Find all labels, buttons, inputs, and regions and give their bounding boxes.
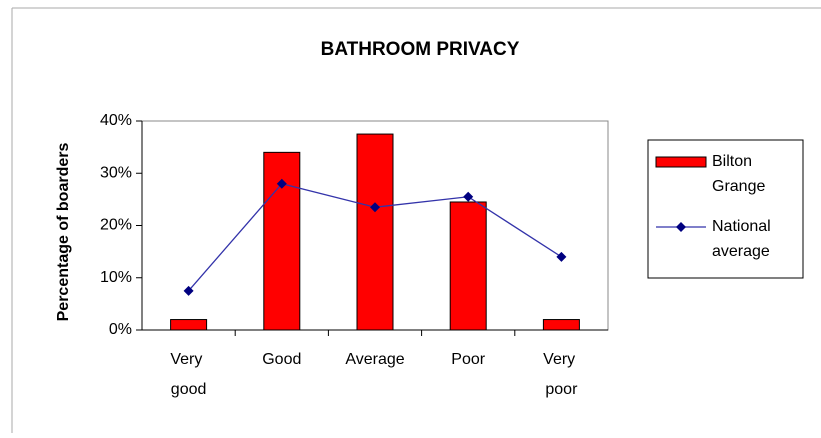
x-tick-label: Very good	[170, 351, 206, 398]
x-tick-label: Very poor	[543, 351, 579, 398]
line-marker	[276, 178, 287, 189]
y-tick-label: 10%	[100, 269, 132, 286]
line-marker	[463, 191, 474, 202]
legend-marker	[676, 222, 686, 232]
bar	[449, 201, 487, 331]
x-tick-label: Good	[262, 351, 301, 368]
legend-label: National average	[712, 218, 775, 260]
chart-title: BATHROOM PRIVACY	[321, 39, 520, 60]
bar	[356, 133, 394, 331]
y-tick-label: 30%	[100, 164, 132, 181]
line-marker	[183, 285, 194, 296]
y-tick-label: 20%	[100, 217, 132, 234]
x-tick-label: Average	[345, 351, 404, 368]
y-tick-label: 0%	[109, 321, 132, 338]
y-axis-label: Percentage of boarders	[55, 143, 72, 322]
legend-swatch	[655, 156, 707, 168]
x-tick-label: Poor	[451, 351, 485, 368]
bar	[170, 319, 208, 331]
line-marker	[556, 251, 567, 262]
line-marker	[370, 202, 380, 213]
bar	[542, 319, 580, 331]
legend-label: Bilton Grange	[712, 153, 765, 195]
y-tick-label: 40%	[100, 112, 132, 129]
